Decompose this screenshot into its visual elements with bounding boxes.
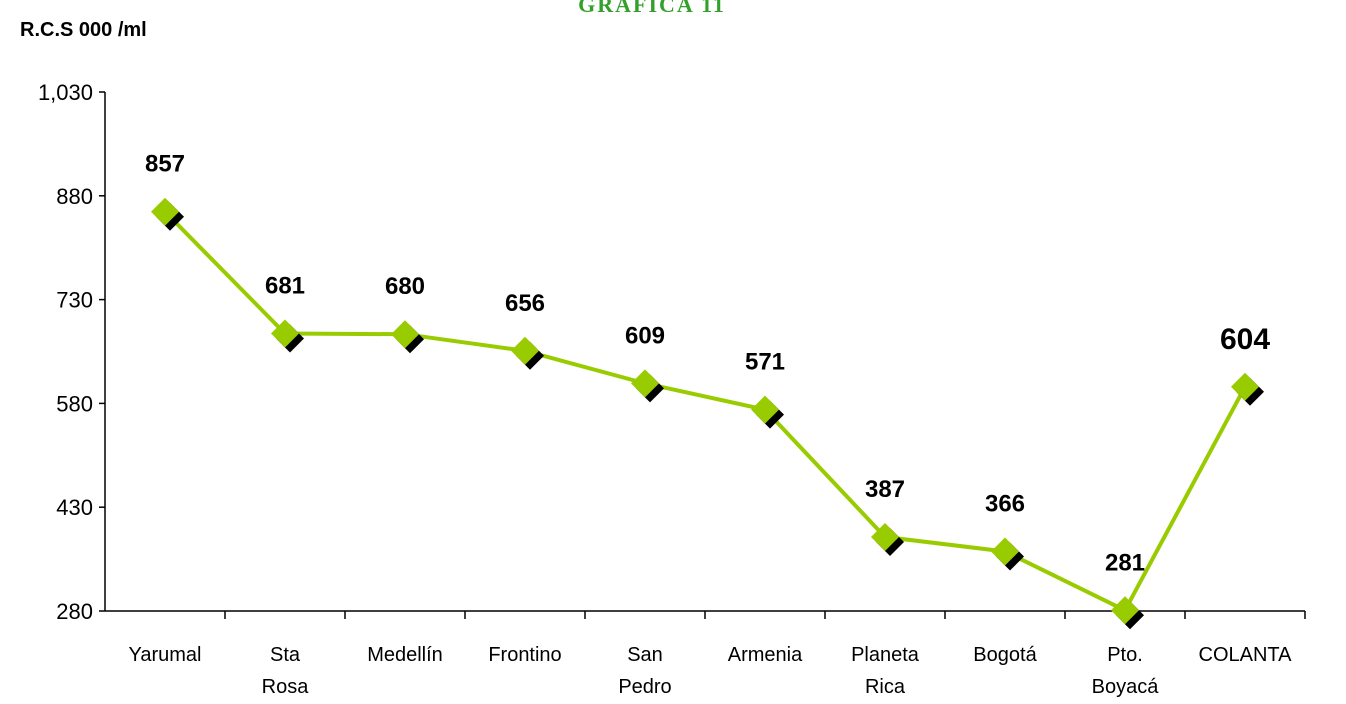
line xyxy=(163,210,1247,613)
data-label: 387 xyxy=(865,476,905,503)
marker xyxy=(631,369,659,398)
data-label: 366 xyxy=(985,490,1025,517)
data-label: 604 xyxy=(1220,323,1270,356)
marker xyxy=(871,522,899,551)
data-label: 656 xyxy=(505,290,545,317)
x-tick-label: Medellín xyxy=(367,644,443,666)
marker xyxy=(151,197,179,226)
marker xyxy=(991,537,1019,566)
data-label: 281 xyxy=(1105,549,1145,576)
x-tick-label: Yarumal xyxy=(129,644,202,666)
data-label: 857 xyxy=(145,151,185,178)
x-tick-label: Sta Rosa xyxy=(262,644,310,698)
marker xyxy=(1231,372,1259,401)
marker xyxy=(1111,596,1139,625)
y-tick-label: 880 xyxy=(56,184,93,209)
chart-title: GRAFICA 11 xyxy=(578,0,726,17)
marker xyxy=(391,320,419,349)
x-tick-label: San Pedro xyxy=(618,644,671,698)
y-axis-label: R.C.S 000 /ml xyxy=(20,19,147,41)
x-tick-label: COLANTA xyxy=(1199,644,1293,666)
x-tick-label: Planeta Rica xyxy=(851,644,920,698)
y-tick-label: 580 xyxy=(56,391,93,416)
x-tick-label: Pto. Boyacá xyxy=(1092,644,1160,698)
y-tick-label: 730 xyxy=(56,288,93,313)
data-label: 680 xyxy=(385,273,425,300)
marker xyxy=(751,395,779,424)
marker xyxy=(271,319,299,348)
data-label: 609 xyxy=(625,322,665,349)
marker xyxy=(511,336,539,365)
y-tick-label: 280 xyxy=(56,599,93,624)
y-tick-label: 430 xyxy=(56,495,93,520)
x-tick-label: Frontino xyxy=(488,644,561,666)
data-label: 681 xyxy=(265,273,305,300)
x-tick-label: Bogotá xyxy=(973,644,1037,666)
data-label: 571 xyxy=(745,349,785,376)
x-tick-label: Armenia xyxy=(728,644,803,666)
y-tick-label: 1,030 xyxy=(38,80,93,105)
